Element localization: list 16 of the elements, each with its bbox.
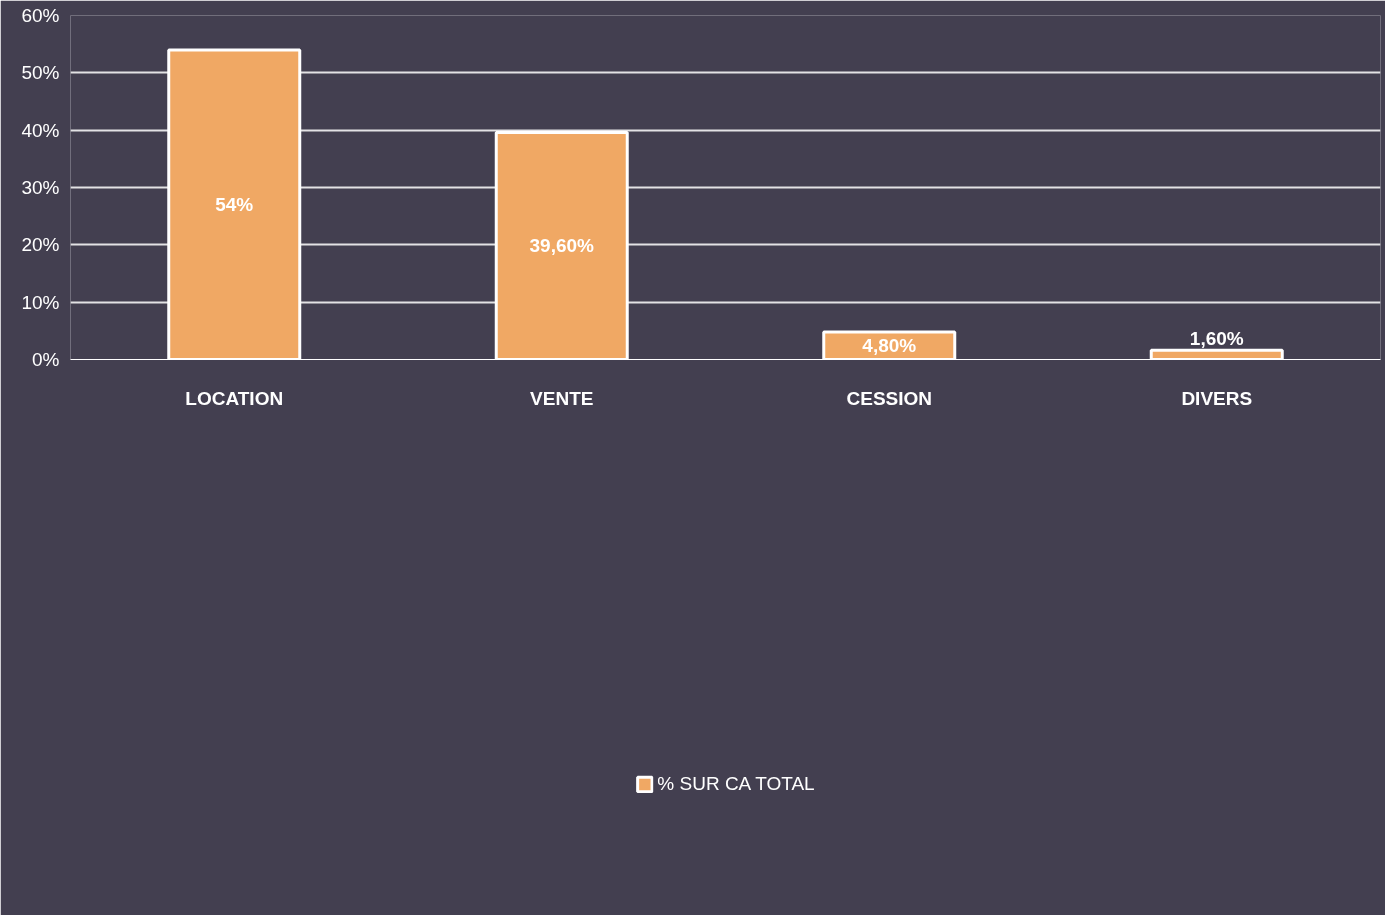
- y-tick-label: 20%: [21, 234, 60, 256]
- x-tick-label: LOCATION: [185, 387, 284, 409]
- text: 54%: [215, 194, 254, 216]
- y-tick-label: 50%: [21, 62, 60, 84]
- y-tick-label: 40%: [21, 119, 60, 141]
- y-tick-label: 60%: [21, 5, 60, 26]
- text: 4,80%: [862, 335, 917, 357]
- x-tick-label: DIVERS: [1181, 387, 1253, 409]
- x-tick-label: CESSION: [846, 387, 933, 409]
- text: 1,60%: [1189, 327, 1244, 349]
- legend-label: % SUR CA TOTAL: [657, 772, 815, 795]
- y-tick-label: 10%: [21, 291, 60, 313]
- x-tick-label: VENTE: [530, 387, 594, 409]
- y-tick-label: 0%: [32, 349, 60, 370]
- y-tick-label: 30%: [21, 177, 60, 198]
- text: 39,60%: [529, 235, 594, 257]
